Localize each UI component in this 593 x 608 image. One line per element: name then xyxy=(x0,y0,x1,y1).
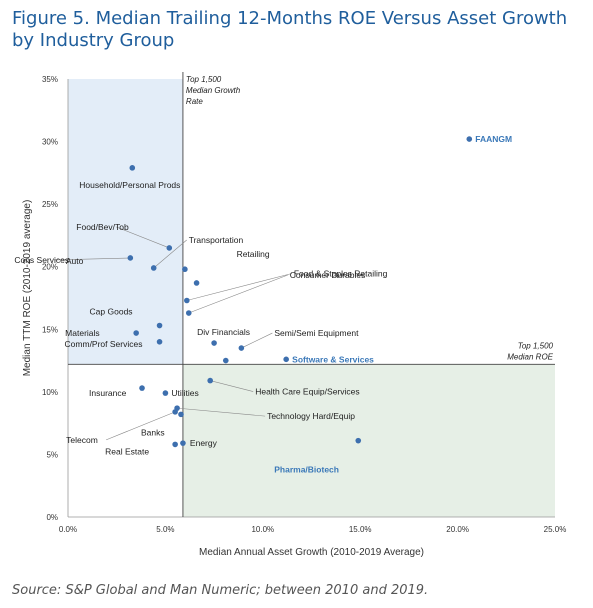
point-label: Software & Services xyxy=(292,354,374,364)
median-roe-annotation: Median ROE xyxy=(507,352,553,361)
data-point[interactable] xyxy=(193,280,200,286)
median-growth-annotation: Top 1,500 xyxy=(186,75,222,84)
x-tick-label: 25.0% xyxy=(544,525,567,534)
point-label: Insurance xyxy=(89,388,127,398)
data-point[interactable] xyxy=(238,345,245,351)
data-point[interactable] xyxy=(207,377,214,384)
point-label: Cap Goods xyxy=(90,307,133,317)
data-point[interactable] xyxy=(182,266,188,273)
point-label: Materials xyxy=(65,328,99,338)
median-roe-annotation: Top 1,500 xyxy=(518,341,554,350)
x-tick-label: 10.0% xyxy=(251,525,274,534)
scatter-chart: 0.0% 5.0% 10.0% 15.0% 20.0% 25.0% 0% 5% 10% 15% 20… xyxy=(14,72,567,558)
y-tick-label: 0% xyxy=(46,513,58,522)
y-axis-title: Median TTM ROE (2010-2019 average) xyxy=(22,200,33,377)
y-tick-label: 5% xyxy=(46,450,58,459)
data-point[interactable] xyxy=(283,356,289,363)
leader-line xyxy=(186,273,292,301)
data-point[interactable] xyxy=(133,330,139,336)
data-point[interactable] xyxy=(211,340,217,346)
point-label: Cons Services xyxy=(14,255,69,265)
data-point[interactable] xyxy=(185,310,192,316)
source-note: Source: S&P Global and Man Numeric; betw… xyxy=(12,583,429,598)
point-label: Banks xyxy=(141,427,165,437)
data-point[interactable] xyxy=(127,255,134,261)
point-label: Transportation xyxy=(189,235,244,245)
point-label: Comm/Prof Services xyxy=(65,339,143,349)
point-label: Retailing xyxy=(237,249,270,259)
low-roe-high-growth-quadrant xyxy=(182,364,555,517)
leader-line xyxy=(116,226,170,249)
point-label: FAANGM xyxy=(475,134,512,144)
point-label: Auto xyxy=(66,256,84,266)
data-point[interactable] xyxy=(166,245,173,251)
point-label: Food & Staples Retailing xyxy=(294,269,388,279)
leader-line xyxy=(106,411,176,441)
point-label: Consumer Durables xyxy=(290,270,366,280)
median-growth-annotation: Median Growth xyxy=(186,86,241,95)
point-label: Semi/Semi Equipment xyxy=(274,328,359,338)
figure-title: Figure 5. Median Trailing 12-Months ROE … xyxy=(12,8,568,51)
data-point[interactable] xyxy=(172,441,178,448)
x-tick-label: 20.0% xyxy=(446,525,469,534)
data-point[interactable] xyxy=(172,409,178,415)
leader-line xyxy=(54,257,131,261)
point-label: Food/Bev/Tob xyxy=(76,222,129,232)
y-tick-label: 35% xyxy=(42,75,58,84)
data-point[interactable] xyxy=(355,437,362,444)
x-tick-label: 0.0% xyxy=(59,525,77,534)
point-label: Pharma/Biotech xyxy=(274,465,339,475)
point-label: Telecom xyxy=(66,435,98,445)
y-tick-label: 15% xyxy=(42,325,58,334)
point-label: Health Care Equip/Services xyxy=(255,387,359,397)
data-point[interactable] xyxy=(184,297,190,304)
y-tick-label: 30% xyxy=(42,138,58,147)
point-label: Household/Personal Prods xyxy=(79,180,180,190)
point-label: Technology Hard/Equip xyxy=(267,411,355,421)
x-tick-label: 5.0% xyxy=(156,525,174,534)
median-growth-annotation: Rate xyxy=(186,97,203,106)
data-point[interactable] xyxy=(156,322,163,329)
point-label: Utilities xyxy=(171,388,198,398)
point-label: Energy xyxy=(190,438,218,448)
y-tick-label: 25% xyxy=(42,200,58,209)
leader-line xyxy=(188,274,288,314)
leader-line xyxy=(177,407,266,417)
high-roe-low-growth-quadrant xyxy=(68,79,183,365)
leader-line xyxy=(210,380,254,392)
leader-line xyxy=(153,239,187,269)
y-tick-label: 10% xyxy=(42,388,58,397)
data-point[interactable] xyxy=(156,339,163,345)
data-point[interactable] xyxy=(466,136,473,142)
point-label: Real Estate xyxy=(105,446,149,456)
data-point[interactable] xyxy=(178,411,184,418)
data-point[interactable] xyxy=(129,165,136,171)
data-point[interactable] xyxy=(139,385,145,391)
y-tick-label: 20% xyxy=(42,263,58,272)
leader-line xyxy=(241,332,273,349)
point-label: Div Financials xyxy=(197,327,250,337)
data-point[interactable] xyxy=(180,440,186,446)
x-tick-label: 15.0% xyxy=(349,525,372,534)
data-point[interactable] xyxy=(150,265,157,271)
data-point[interactable] xyxy=(162,390,169,396)
data-point[interactable] xyxy=(222,357,229,364)
x-axis-title: Median Annual Asset Growth (2010-2019 Av… xyxy=(199,547,424,558)
